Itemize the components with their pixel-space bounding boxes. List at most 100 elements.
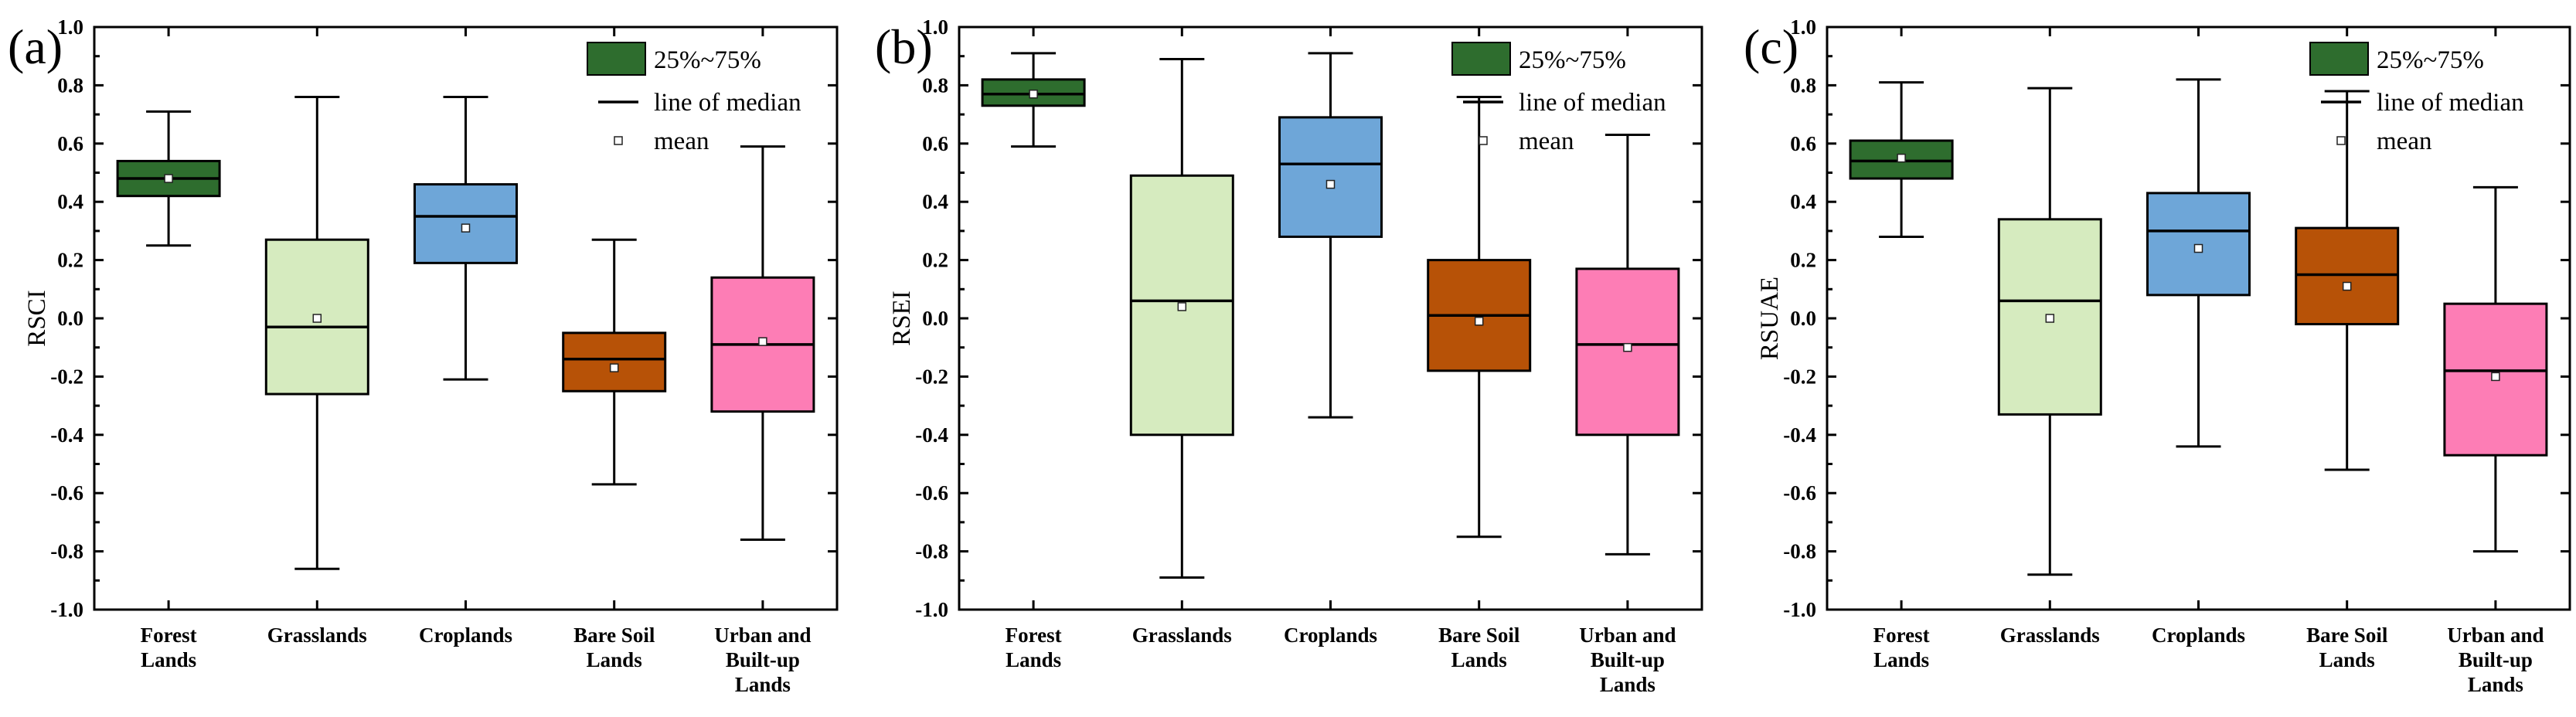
x-tick-label-line: Croplands <box>419 624 512 647</box>
x-tick-label: Forest Lands <box>1006 624 1062 671</box>
y-tick-label: -0.8 <box>1783 540 1816 563</box>
mean-marker <box>1029 89 1038 99</box>
x-tick-label-line: Lands <box>1873 648 1929 671</box>
panel-label: (c) <box>1744 19 1798 74</box>
box-urban-and-built-up-lands <box>710 145 815 542</box>
y-tick-label: 0.4 <box>57 190 83 213</box>
x-tick-label: Urban and Built-up Lands <box>1579 624 1676 696</box>
legend-box-swatch <box>1451 42 1511 76</box>
y-tick-label: -0.2 <box>915 365 948 388</box>
x-tick-label-line: Built-up <box>2459 648 2533 671</box>
x-tick-label: Grasslands <box>267 624 367 647</box>
y-tick-label: -0.6 <box>1783 481 1816 505</box>
mean-marker <box>312 314 322 323</box>
legend-box-swatch <box>2309 42 2369 76</box>
x-tick-label: Urban and Built-up Lands <box>714 624 811 696</box>
legend-box-swatch <box>587 42 646 76</box>
x-tick-label: Grasslands <box>1132 624 1232 647</box>
legend-mean-swatch <box>614 136 623 145</box>
iqr-box <box>264 238 369 396</box>
x-tick-label-line: Croplands <box>2152 624 2245 647</box>
y-tick-label: 0.4 <box>922 190 948 213</box>
box-forest-lands <box>1849 81 1954 238</box>
y-tick-label: 0.6 <box>57 132 83 155</box>
x-tick-label-line: Bare Soil <box>1438 624 1520 647</box>
y-tick-label: 0.8 <box>57 73 83 97</box>
iqr-box <box>1278 116 1383 238</box>
plot-frame <box>93 25 839 611</box>
y-tick-label: 1.0 <box>57 15 83 39</box>
x-tick-label-line: Urban and <box>2447 624 2544 647</box>
x-tick-label: Forest Lands <box>141 624 197 671</box>
x-tick-label-line: Croplands <box>1284 624 1377 647</box>
x-tick-label-line: Grasslands <box>267 624 367 647</box>
x-tick-label: Urban and Built-up Lands <box>2447 624 2544 696</box>
y-tick-label: 0.2 <box>57 249 83 272</box>
legend-box-label: 25%~75% <box>2377 46 2484 74</box>
mean-marker <box>2193 243 2203 253</box>
chart-panel-2: (b) RSEI -1.0 -0.8 -0.6 -0.4 -0.2 0.0 0.2 0.4 0.6 0… <box>875 15 1703 696</box>
mean-marker <box>1623 342 1632 352</box>
mean-marker <box>1325 179 1336 189</box>
x-tick-label-line: Bare Soil <box>573 624 655 647</box>
legend-mean-swatch <box>2336 136 2346 145</box>
legend: 25%~75% line of median mean <box>587 42 801 155</box>
legend-median-label: line of median <box>2377 89 2524 117</box>
box-grasslands <box>264 95 369 570</box>
box-bare-soil-lands <box>562 238 667 486</box>
x-tick-label: Bare Soil Lands <box>1438 624 1520 671</box>
y-tick-label: 0.0 <box>57 307 83 330</box>
x-tick-label: Forest Lands <box>1873 624 1930 671</box>
y-tick-label: -0.4 <box>915 423 948 447</box>
y-tick-label: -1.0 <box>1783 598 1816 621</box>
x-tick-label-line: Lands <box>141 648 196 671</box>
mean-marker <box>1897 153 1906 163</box>
box-croplands <box>2146 78 2251 448</box>
panel-label: (a) <box>8 19 63 74</box>
mean-marker <box>2045 314 2055 323</box>
y-axis-label: RSEI <box>888 291 916 346</box>
iqr-box <box>2295 226 2400 326</box>
x-tick-label-line: Forest <box>141 624 197 647</box>
box-grasslands <box>1997 87 2102 576</box>
legend-mean-swatch <box>1479 136 1488 145</box>
x-tick-label-line: Lands <box>1006 648 1061 671</box>
y-tick-label: 0.8 <box>922 73 948 97</box>
y-tick-label: -0.4 <box>50 423 83 447</box>
legend: 25%~75% line of median mean <box>1451 42 1666 155</box>
x-tick-label: Croplands <box>1284 624 1377 647</box>
y-tick-label: 0.0 <box>1790 307 1816 330</box>
legend-box-label: 25%~75% <box>1519 46 1626 74</box>
legend: 25%~75% line of median mean <box>2309 42 2524 155</box>
x-tick-label-line: Built-up <box>726 648 800 671</box>
chart-panel-3: (c) RSUAE -1.0 -0.8 -0.6 -0.4 -0.2 0.0 0.2 0.4 0.6… <box>1744 15 2571 696</box>
y-tick-label: 0.6 <box>922 132 948 155</box>
iqr-box <box>562 331 667 392</box>
box-urban-and-built-up-lands <box>1575 133 1680 556</box>
panel-label: (b) <box>875 19 933 74</box>
legend-median-label: line of median <box>1519 89 1666 117</box>
y-tick-label: 1.0 <box>922 15 948 39</box>
mean-marker <box>1474 317 1484 326</box>
y-axis-label: RSUAE <box>1756 277 1784 360</box>
y-tick-label: 0.2 <box>922 249 948 272</box>
y-tick-label: -0.8 <box>50 540 83 563</box>
mean-marker <box>461 223 471 233</box>
legend-box-label: 25%~75% <box>654 46 761 74</box>
chart-panel-1: (a) RSCI -1.0 -0.8 -0.6 -0.4 -0.2 0.0 0.2 0.4 0.6 0… <box>8 15 839 696</box>
plot-frame <box>1826 25 2571 611</box>
x-tick-label: Croplands <box>2152 624 2245 647</box>
box-urban-and-built-up-lands <box>2443 185 2548 553</box>
box-forest-lands <box>116 110 221 247</box>
x-tick-label-line: Urban and <box>714 624 811 647</box>
x-tick-label: Bare Soil Lands <box>2306 624 2388 671</box>
mean-marker <box>2342 281 2352 291</box>
x-tick-label: Croplands <box>419 624 512 647</box>
x-tick-label-line: Grasslands <box>2000 624 2100 647</box>
y-tick-label: 0.6 <box>1790 132 1816 155</box>
x-tick-label-line: Lands <box>587 648 642 671</box>
y-tick-label: 0.8 <box>1790 73 1816 97</box>
x-tick-label-line: Built-up <box>1591 648 1665 671</box>
legend-mean-label: mean <box>654 127 709 155</box>
